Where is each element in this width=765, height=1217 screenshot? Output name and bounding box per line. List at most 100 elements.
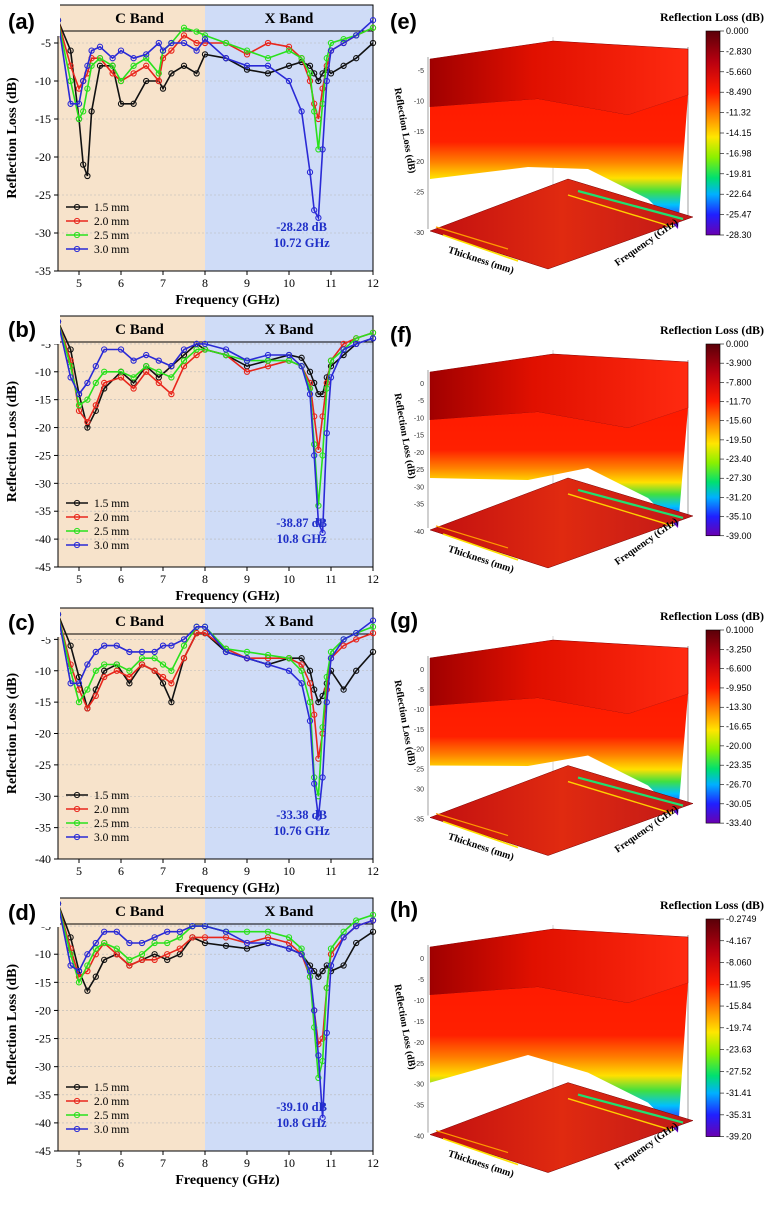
x-tick-label: 9 <box>244 276 250 290</box>
panel-label: (a) <box>8 9 35 34</box>
legend-label: 1.5 mm <box>94 790 129 802</box>
colorbar-tick-label: -33.40 <box>726 818 752 828</box>
legend-label: 2.5 mm <box>94 818 129 830</box>
colorbar-tick-label: -39.20 <box>726 1132 752 1142</box>
data-point <box>159 680 167 687</box>
min-rl-frequency: 10.8 GHz <box>277 1116 327 1130</box>
series-line-25mm <box>57 321 374 506</box>
x-tick-label: 12 <box>367 1156 379 1170</box>
surface-panel-label: (h) <box>390 897 418 922</box>
x-tick-label: 12 <box>367 864 379 878</box>
legend-label: 2.0 mm <box>94 216 129 228</box>
c-band-label: C Band <box>115 11 164 27</box>
c-band-label: C Band <box>115 614 164 630</box>
y-tick-label: -15 <box>35 975 51 989</box>
data-point <box>353 340 360 348</box>
data-point <box>315 519 322 526</box>
line-chart-3: -40-35-30-25-20-15-10-5056789101112C Ban… <box>2 601 379 896</box>
y-tick-label: -20 <box>35 1003 51 1017</box>
x-tick-label: 12 <box>367 572 379 586</box>
legend-label: 3.0 mm <box>94 244 129 256</box>
data-point <box>176 945 183 952</box>
data-point <box>222 39 230 47</box>
data-point <box>353 939 360 947</box>
data-point <box>101 956 108 963</box>
y-tick-label: -20 <box>35 727 51 741</box>
data-point <box>311 1007 318 1014</box>
y-tick-label: -30 <box>35 226 51 240</box>
floor-streak <box>567 493 674 527</box>
y-tick-label: -10 <box>35 664 51 678</box>
data-point <box>311 1024 318 1031</box>
floor-streak <box>435 1130 509 1154</box>
data-point <box>189 934 196 941</box>
data-point <box>298 661 305 668</box>
z-tick-label: -10 <box>414 415 424 422</box>
data-point <box>306 62 314 69</box>
data-point <box>168 47 175 54</box>
data-point <box>201 922 209 930</box>
data-point <box>315 146 322 153</box>
surface-panel-label: (e) <box>390 9 417 34</box>
data-point <box>264 39 272 47</box>
z-min-label: -30 <box>414 230 424 237</box>
z-tick-label: 0 <box>420 381 424 388</box>
data-point <box>298 363 305 370</box>
surface-title: Reflection Loss (dB) <box>660 609 764 623</box>
plot-frame <box>57 315 374 568</box>
data-point <box>323 698 330 706</box>
data-point <box>243 47 251 54</box>
data-point <box>327 39 335 47</box>
data-point <box>75 680 83 687</box>
z-tick-label: 0 <box>420 667 424 674</box>
colorbar <box>705 30 721 236</box>
data-point <box>126 956 133 963</box>
y-tick-label: -25 <box>35 758 51 772</box>
data-point <box>285 62 293 69</box>
data-point <box>319 85 326 92</box>
floor-streak <box>567 1097 674 1132</box>
colorbar-tick-label: 0.000 <box>726 339 749 349</box>
data-point <box>222 648 230 656</box>
data-point <box>315 77 322 85</box>
x-tick-label: 10 <box>283 864 295 878</box>
y-tick-label: -35 <box>35 504 51 518</box>
data-point <box>168 390 175 398</box>
z-tick-label: -30 <box>414 484 424 491</box>
c-band-region <box>58 5 205 271</box>
data-point <box>168 374 175 381</box>
colorbar-tick-label: -19.81 <box>726 169 752 179</box>
x-tick-label: 7 <box>160 864 166 878</box>
y-tick-label: -10 <box>35 74 51 88</box>
data-point <box>109 70 116 77</box>
data-point <box>117 368 125 375</box>
colorbar-tick-label: -25.47 <box>726 210 752 220</box>
series-line-15mm <box>57 19 374 177</box>
x-tick-label: 11 <box>325 276 337 290</box>
data-point <box>285 655 293 662</box>
colorbar-tick-label: -16.65 <box>726 722 752 732</box>
data-point <box>264 70 272 77</box>
data-point <box>130 100 137 107</box>
y-tick-label: -25 <box>35 188 51 202</box>
z-tick-label: -10 <box>414 998 424 1005</box>
c-band-label: C Band <box>115 322 164 338</box>
data-point <box>369 17 377 24</box>
legend-marker <box>73 245 81 253</box>
y-tick-label: -45 <box>35 1144 51 1158</box>
contour-floor <box>429 1082 694 1173</box>
contour-floor <box>429 765 694 856</box>
data-point <box>159 55 167 62</box>
data-point <box>130 374 137 381</box>
data-point <box>315 1074 322 1082</box>
data-point <box>176 928 183 935</box>
contour-floor <box>429 178 694 270</box>
x-tick-label: 7 <box>160 1156 166 1170</box>
floor-streak <box>577 488 684 520</box>
z-tick-label: -5 <box>418 398 424 405</box>
data-point <box>319 967 326 975</box>
colorbar-tick-label: -19.50 <box>726 435 752 445</box>
data-point <box>168 642 175 649</box>
data-point <box>96 43 104 50</box>
colorbar-tick-label: -20.00 <box>726 741 752 751</box>
